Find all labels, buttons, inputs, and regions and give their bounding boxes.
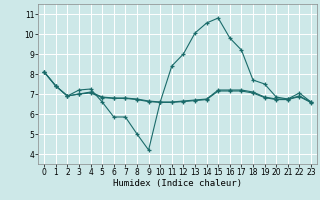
- X-axis label: Humidex (Indice chaleur): Humidex (Indice chaleur): [113, 179, 242, 188]
